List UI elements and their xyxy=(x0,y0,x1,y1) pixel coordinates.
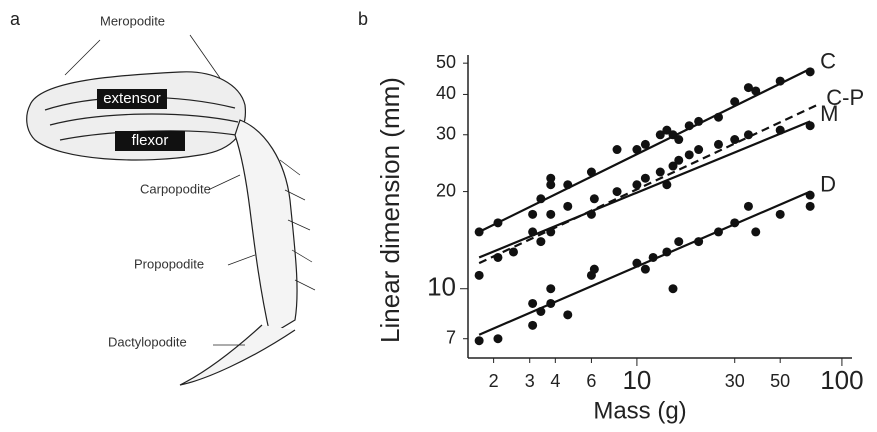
series-label: C-P xyxy=(826,85,864,110)
point xyxy=(743,130,753,140)
fit-line xyxy=(478,104,817,265)
label-box xyxy=(115,131,185,151)
y-tick-label: 30 xyxy=(436,124,456,144)
series-label: D xyxy=(820,171,836,196)
point xyxy=(528,209,538,219)
fit-line xyxy=(478,120,811,259)
x-tick-label: 10 xyxy=(622,365,651,395)
point xyxy=(632,180,642,190)
point xyxy=(674,135,684,145)
part-label: Propopodite xyxy=(134,256,204,271)
point xyxy=(751,227,761,237)
fit-line xyxy=(478,190,811,336)
panel-letter: a xyxy=(10,9,21,29)
point xyxy=(612,187,622,197)
point xyxy=(640,173,650,183)
point xyxy=(546,284,556,294)
x-tick-label: 30 xyxy=(725,371,745,391)
part-label: Dactylopodite xyxy=(108,334,187,349)
y-tick-label: 50 xyxy=(436,52,456,72)
point xyxy=(674,155,684,165)
point xyxy=(508,247,518,257)
point xyxy=(805,201,815,211)
part-label: extensor xyxy=(103,90,161,107)
point xyxy=(668,284,678,294)
series-label: M xyxy=(820,101,838,126)
point xyxy=(743,83,753,93)
x-tick-label: 6 xyxy=(586,371,596,391)
y-tick-label: 40 xyxy=(436,83,456,103)
point xyxy=(640,139,650,149)
point xyxy=(536,237,546,247)
point xyxy=(674,237,684,247)
point xyxy=(751,86,761,96)
point xyxy=(640,264,650,274)
point xyxy=(775,209,785,219)
point xyxy=(730,135,740,145)
x-tick-label: 2 xyxy=(489,371,499,391)
point xyxy=(563,201,573,211)
point xyxy=(655,167,665,177)
x-tick-label: 100 xyxy=(820,365,863,395)
part-label: flexor xyxy=(132,132,169,149)
point xyxy=(655,130,665,140)
point xyxy=(668,161,678,171)
point xyxy=(805,67,815,77)
y-axis-label: Linear dimension (mm) xyxy=(375,77,405,343)
series-label: C xyxy=(820,49,836,74)
point xyxy=(694,145,704,155)
x-axis-label: Mass (g) xyxy=(593,397,686,424)
point xyxy=(474,336,484,346)
label-box xyxy=(97,89,167,109)
point xyxy=(589,264,599,274)
point xyxy=(612,145,622,155)
point xyxy=(662,180,672,190)
point xyxy=(632,145,642,155)
x-tick-label: 3 xyxy=(525,371,535,391)
point xyxy=(546,180,556,190)
leg-illustration xyxy=(26,34,316,386)
fit-line xyxy=(478,67,811,233)
point xyxy=(563,310,573,320)
point xyxy=(743,201,753,211)
point xyxy=(662,125,672,135)
point xyxy=(684,150,694,160)
y-tick-label: 20 xyxy=(436,180,456,200)
point xyxy=(528,298,538,308)
part-label: Meropodite xyxy=(100,13,165,28)
point xyxy=(713,139,723,149)
y-tick-label: 10 xyxy=(427,272,456,302)
x-tick-label: 4 xyxy=(550,371,560,391)
part-label: Carpopodite xyxy=(140,181,211,196)
y-tick-label: 7 xyxy=(446,327,456,347)
point xyxy=(493,334,503,344)
point xyxy=(589,194,599,204)
point xyxy=(474,270,484,280)
point xyxy=(528,320,538,330)
point xyxy=(586,167,596,177)
point xyxy=(546,173,556,183)
x-tick-label: 50 xyxy=(770,371,790,391)
point xyxy=(546,209,556,219)
panel-letter: b xyxy=(358,9,368,29)
point xyxy=(493,252,503,262)
